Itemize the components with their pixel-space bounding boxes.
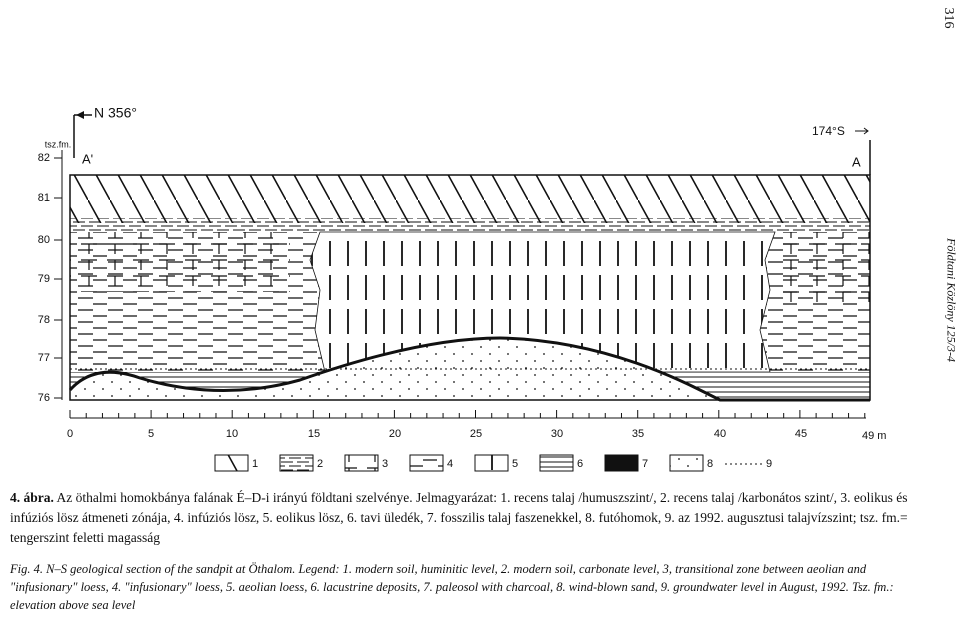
legend-swatch (344, 454, 379, 472)
legend-label: 2 (317, 458, 323, 470)
legend-label: 4 (447, 458, 453, 470)
y-tick-label: 81 (38, 192, 50, 204)
legend-swatch (474, 454, 509, 472)
right-arrow (855, 127, 869, 135)
page-number: 316 (941, 8, 956, 29)
x-tick-label: 40 (714, 428, 726, 440)
right-direction: 174°S (812, 124, 845, 138)
section-figure: 316 Földtani Közlöny 125/3-4 tsz.fm. 82 … (38, 8, 958, 472)
arrow-head (76, 111, 84, 119)
left-direction: N 356° (94, 105, 137, 121)
x-tick-label: 15 (308, 428, 320, 440)
left-point: A' (82, 151, 93, 166)
legend-label: 8 (707, 458, 713, 470)
legend-swatch (409, 454, 444, 472)
legend-label: 1 (252, 458, 258, 470)
side-note: Földtani Közlöny 125/3-4 (944, 237, 958, 362)
y-tick-label: 78 (38, 314, 50, 326)
legend-label: 9 (766, 458, 772, 470)
y-tick-label: 80 (38, 234, 50, 246)
y-ticks (54, 157, 62, 399)
paleosol-line (68, 336, 870, 402)
section-frame (69, 174, 871, 401)
x-tick-label: 20 (389, 428, 401, 440)
right-point: A (852, 154, 861, 169)
legend-label: 3 (382, 458, 388, 470)
caption-text: Az öthalmi homokbánya falának É–D-i irán… (10, 490, 908, 545)
caption-label: Fig. 4. (10, 562, 43, 576)
y-tick-label: 82 (38, 152, 50, 164)
x-tick-label: 5 (148, 428, 154, 440)
layer-transition-right (775, 232, 870, 302)
caption-label: 4. ábra. (10, 490, 54, 505)
y-tick-label: 76 (38, 392, 50, 404)
legend-swatch (279, 454, 314, 472)
x-tick-label: 49 m (862, 430, 886, 442)
layer-carbonate (70, 218, 870, 232)
legend-label: 6 (577, 458, 583, 470)
legend-swatch (214, 454, 249, 472)
caption-text: N–S geological section of the sandpit at… (10, 562, 894, 612)
x-tick-label: 25 (470, 428, 482, 440)
x-tick-label: 45 (795, 428, 807, 440)
caption-en: Fig. 4. N–S geological section of the sa… (10, 560, 925, 614)
layer-modern-soil (70, 175, 870, 223)
layer-transition-left (70, 232, 290, 292)
x-tick-label: 10 (226, 428, 238, 440)
legend-label: 5 (512, 458, 518, 470)
x-ticks (69, 410, 866, 418)
legend-swatch (604, 454, 639, 472)
x-tick-label: 35 (632, 428, 644, 440)
legend-swatch (669, 454, 704, 472)
x-tick-label: 30 (551, 428, 563, 440)
legend-swatch (539, 454, 574, 472)
x-tick-label: 0 (67, 428, 73, 440)
caption-hu: 4. ábra. Az öthalmi homokbánya falának É… (10, 488, 925, 548)
legend-label: 7 (642, 458, 648, 470)
y-tick-label: 77 (38, 352, 50, 364)
y-axis-title: tsz.fm. (45, 139, 72, 149)
y-tick-label: 79 (38, 273, 50, 285)
